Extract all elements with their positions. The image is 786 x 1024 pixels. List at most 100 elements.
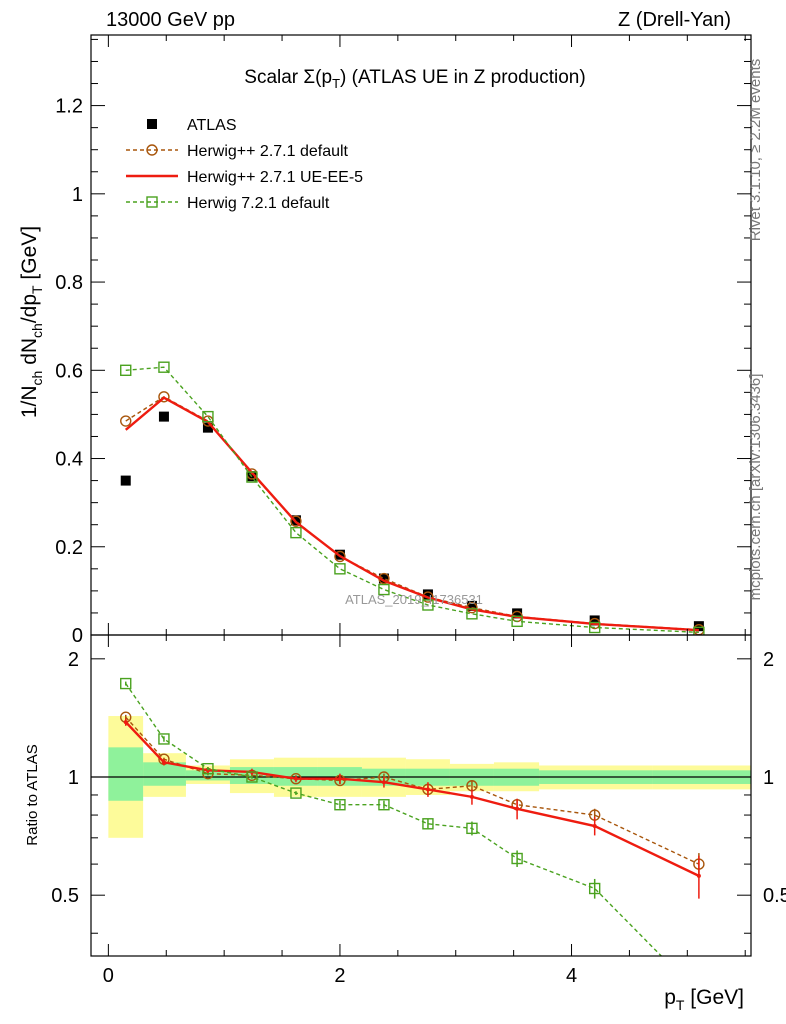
data-point [290,526,302,539]
series-line [124,396,699,632]
stat-uncertainty-band [108,747,144,801]
y-tick-label-right: 2 [763,649,774,671]
data-point [378,799,390,811]
panel-frames [90,34,752,957]
data-point [515,806,520,811]
x-tick-label: 0 [103,965,114,987]
legend-label: Herwig++ 2.7.1 default [187,143,349,160]
data-point [293,776,298,781]
legend-entry: Herwig++ 2.7.1 default [126,143,349,160]
data-point [202,422,213,433]
series-line [125,683,663,956]
data-point [337,776,342,781]
data-point [511,852,523,865]
x-tick-label: 2 [334,965,345,987]
y-tick-label: 0.2 [55,537,83,559]
stat-uncertainty-band [143,762,186,786]
data-point [158,391,170,403]
data-point [469,794,474,799]
data-point [512,608,523,619]
data-point [422,589,433,600]
data-point [146,144,158,156]
upper-series-herwig-2-7-1-ue-ee-5 [124,396,699,632]
y-tick-label: 0.4 [55,449,83,471]
data-point [425,787,430,792]
data-point [381,780,386,785]
x-axis-label: pT [GeV] [664,986,744,1013]
upper-series-herwig-7-2-1-default [120,361,705,635]
ratio-series-herwig-2-7-1-ue-ee-5 [123,718,701,899]
data-point [378,583,390,596]
y-tick-label: 1.2 [55,96,83,118]
legend-entry: ATLAS [147,117,237,134]
data-point [120,475,131,486]
y-tick-label: 1 [72,184,83,206]
rivet-label: Rivet 3.1.10, ≥ 2.2M events [747,59,764,242]
data-point [290,515,302,527]
data-point [378,573,389,584]
y-tick-label: 0.6 [55,360,83,382]
stat-uncertainty-band [185,770,230,781]
upper-chart-title: Scalar Σ(pT) (ATLAS UE in Z production) [244,67,585,91]
data-point [334,799,346,811]
lower-y-axis-label: Ratio to ATLAS [24,744,41,845]
data-point [202,762,214,775]
legend-label: Herwig++ 2.7.1 UE-EE-5 [187,169,363,186]
data-point [161,760,166,765]
legend-entry: Herwig 7.2.1 default [126,195,330,212]
lower-data-series [120,677,705,956]
lower-frame [90,634,752,957]
data-point [146,196,158,208]
mcplots-label: mcplots.cern.ch [arXiv:1306.3436] [747,374,764,601]
data-point [334,563,346,575]
data-point [158,411,169,422]
data-point [592,824,597,829]
data-point [120,415,132,427]
y-tick-label-left: 2 [68,649,79,671]
data-point [334,550,346,563]
y-tick-label-right: 0.5 [763,885,786,907]
data-point [511,615,523,628]
y-tick-label: 0 [72,625,83,647]
legend-label: ATLAS [187,117,237,134]
data-point [588,882,601,895]
x-tick-label: 4 [566,965,577,987]
data-point [422,818,434,830]
data-point [466,608,478,620]
y-tick-label: 0.8 [55,272,83,294]
ratio-series-herwig-7-2-1-default [120,677,663,956]
y-tick-label-right: 1 [763,767,774,789]
upper-y-axis-label: 1/Nch dNch/dpT [GeV] [18,226,45,418]
data-point [422,599,434,611]
y-tick-label-left: 0.5 [51,885,79,907]
data-point [120,677,132,690]
data-point [696,873,701,878]
data-point [147,119,157,129]
legend-entry: Herwig++ 2.7.1 UE-EE-5 [126,169,363,186]
header-right: Z (Drell-Yan) [618,9,731,31]
data-point [246,471,258,483]
series-line [124,721,700,877]
data-point [466,600,477,611]
lower-axis-ticks: 0.5 0.5 1 1 2 2 0 2 4 [51,635,786,987]
header-left: 13000 GeV pp [106,9,235,31]
data-point [589,615,600,626]
data-point [422,591,434,603]
data-point [588,621,601,634]
data-point [693,626,705,635]
legend-label: Herwig 7.2.1 default [187,195,330,212]
data-point [202,410,214,423]
data-point [290,787,302,799]
data-point [466,822,478,835]
legend: ATLAS Herwig++ 2.7.1 default Herwig++ 2.7.… [126,117,363,212]
y-tick-label-left: 1 [68,767,79,789]
data-point [123,720,128,725]
data-point [693,621,704,632]
upper-axis-ticks: 0 0.2 0.4 0.6 0.8 1 1.2 [55,35,751,647]
analysis-watermark: ATLAS_2019_I1736531 [345,592,483,607]
data-point [158,733,170,745]
data-point [158,361,170,373]
data-point [120,364,132,376]
series-line [125,366,699,634]
